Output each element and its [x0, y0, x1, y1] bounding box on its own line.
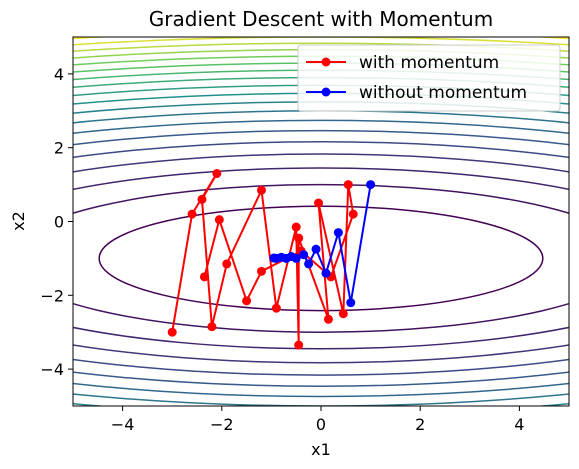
data-point-without-momentum-5: [304, 259, 314, 269]
data-point-without-momentum-2: [333, 228, 343, 238]
contour-line-2: [73, 167, 569, 350]
data-point-with-momentum-4: [207, 322, 217, 332]
data-point-with-momentum-6: [256, 185, 266, 195]
data-point-without-momentum-3: [321, 268, 331, 278]
series-layer: [167, 169, 376, 350]
data-point-with-momentum-15: [348, 209, 358, 219]
data-point-with-momentum-0: [167, 327, 177, 337]
contour-line-4: [73, 140, 569, 376]
data-point-with-momentum-2: [212, 169, 222, 179]
series-with-momentum: [167, 169, 358, 350]
x-tick-label: 4: [514, 415, 524, 434]
data-point-with-momentum-10: [294, 233, 304, 243]
legend: with momentum without momentum: [297, 44, 561, 112]
data-point-without-momentum-1: [346, 298, 356, 308]
data-point-with-momentum-14: [343, 180, 353, 190]
y-tick-label: −4: [40, 360, 64, 379]
x-axis-label: x1: [311, 440, 331, 459]
data-point-with-momentum-20: [214, 215, 224, 225]
data-point-without-momentum-4: [311, 244, 321, 254]
x-tick-label: −4: [111, 415, 135, 434]
data-point-with-momentum-13: [338, 309, 348, 319]
data-point-with-momentum-21: [199, 272, 209, 282]
y-tick-label: 0: [54, 213, 64, 232]
data-point-with-momentum-9: [294, 340, 304, 350]
y-tick-label: 2: [54, 139, 64, 158]
data-point-with-momentum-5: [222, 259, 232, 269]
data-point-with-momentum-3: [197, 194, 207, 204]
x-tick-label: 0: [316, 415, 326, 434]
data-point-with-momentum-11: [323, 314, 333, 324]
chart-title: Gradient Descent with Momentum: [149, 7, 493, 31]
legend-label-with-momentum: with momentum: [359, 53, 499, 73]
data-point-with-momentum-7: [271, 303, 281, 313]
y-tick-label: −2: [40, 286, 64, 305]
data-point-with-momentum-18: [256, 266, 266, 276]
legend-label-without-momentum: without momentum: [359, 83, 527, 103]
contour-line-3: [73, 153, 569, 364]
legend-box: [297, 44, 561, 112]
data-point-with-momentum-12: [314, 198, 324, 208]
y-axis-label: x2: [9, 211, 28, 231]
y-tick-label: 4: [54, 65, 64, 84]
data-point-without-momentum-6: [299, 250, 309, 260]
data-point-without-momentum-0: [366, 180, 376, 190]
legend-marker-without-momentum: [321, 87, 331, 97]
contour-line-1: [73, 183, 569, 333]
data-point-with-momentum-1: [187, 209, 197, 219]
contour-line-6: [73, 119, 569, 398]
data-point-with-momentum-8: [291, 222, 301, 232]
contour-line-5: [73, 129, 569, 387]
axis-ticks: −4 −2 0 2 4 −4 −2 0 2 4: [40, 65, 524, 434]
data-point-without-momentum-12: [269, 253, 279, 263]
legend-marker-with-momentum: [321, 57, 331, 67]
contour-line-16: [73, 42, 569, 53]
x-tick-label: −2: [210, 415, 234, 434]
x-tick-label: 2: [415, 415, 425, 434]
data-point-with-momentum-19: [242, 296, 252, 306]
series-without-momentum: [269, 180, 376, 308]
